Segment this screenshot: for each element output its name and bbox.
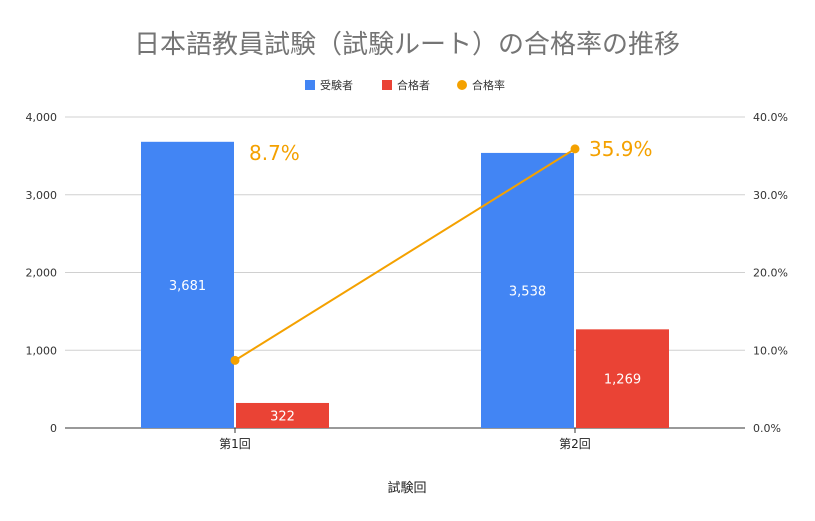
rate-line-series: 8.7% 35.9% bbox=[230, 137, 653, 365]
bar-data-label: 1,269 bbox=[604, 373, 641, 388]
bar bbox=[236, 402, 329, 428]
right-y-tick-label: 0.0% bbox=[753, 422, 781, 435]
rate-point bbox=[570, 144, 580, 154]
legend-label: 合格率 bbox=[472, 78, 505, 92]
bar-data-label: 3,538 bbox=[509, 284, 546, 299]
right-y-tick-label: 30.0% bbox=[753, 189, 788, 202]
right-y-axis: 0.0% 10.0% 20.0% 30.0% 40.0% bbox=[753, 111, 788, 435]
right-y-tick-label: 40.0% bbox=[753, 111, 788, 124]
legend-swatch bbox=[382, 80, 392, 90]
x-axis-title: 試験回 bbox=[387, 480, 426, 496]
bar bbox=[576, 329, 669, 428]
rate-data-label: 35.9% bbox=[589, 137, 653, 161]
rate-line bbox=[234, 148, 576, 362]
legend-label: 合格者 bbox=[397, 78, 430, 92]
bar-series: 3,681 322 3,538 1,269 bbox=[141, 141, 669, 428]
right-y-tick-label: 10.0% bbox=[753, 344, 788, 357]
x-axis: 第1回 第2回 bbox=[219, 428, 591, 451]
legend-label: 受験者 bbox=[320, 78, 353, 92]
legend: 受験者 合格者 合格率 bbox=[305, 78, 505, 92]
rate-point bbox=[230, 355, 240, 365]
bar-data-label: 3,681 bbox=[169, 279, 206, 294]
x-tick-label: 第1回 bbox=[219, 437, 251, 451]
x-tick-label: 第2回 bbox=[559, 437, 591, 451]
chart-title: 日本語教員試験（試験ルート）の合格率の推移 bbox=[134, 30, 680, 60]
bar-data-label: 322 bbox=[270, 409, 295, 424]
left-y-tick-label: 2,000 bbox=[26, 267, 58, 280]
left-y-axis: 0 1,000 2,000 3,000 4,000 bbox=[26, 111, 58, 435]
right-y-tick-label: 20.0% bbox=[753, 267, 788, 280]
left-y-tick-label: 3,000 bbox=[26, 189, 58, 202]
bar bbox=[141, 141, 234, 428]
left-y-tick-label: 0 bbox=[50, 422, 57, 435]
rate-data-label: 8.7% bbox=[249, 141, 300, 165]
left-y-tick-label: 4,000 bbox=[26, 111, 58, 124]
legend-swatch bbox=[305, 80, 315, 90]
legend-swatch bbox=[457, 80, 467, 90]
left-y-tick-label: 1,000 bbox=[26, 344, 58, 357]
